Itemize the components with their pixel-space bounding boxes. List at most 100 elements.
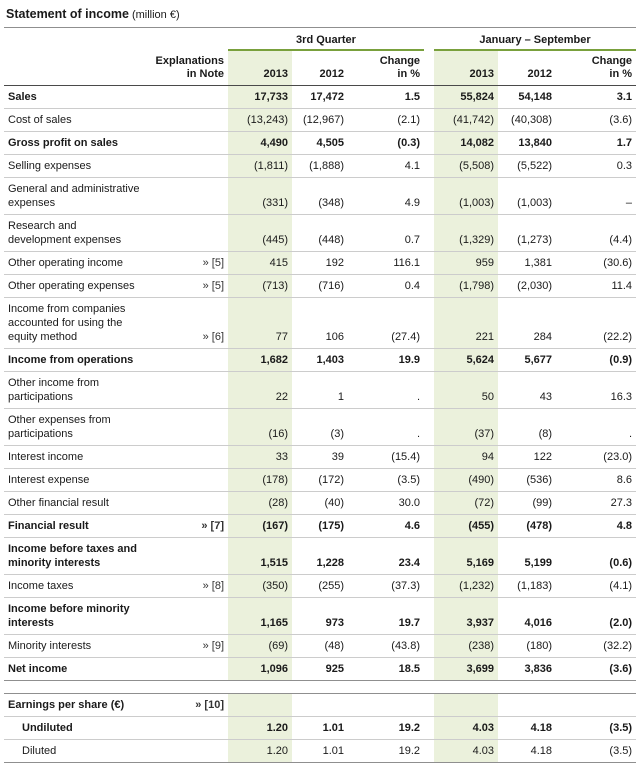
header-gap [424,50,435,86]
note-ref [152,348,228,372]
row-label: Gross profit on sales [4,131,152,155]
cell-q3-2013: 415 [228,251,292,275]
cell-q3-change: (27.4) [348,297,425,349]
cell-q3-change: (43.8) [348,634,425,658]
cell-q3-2012: (1,888) [292,154,348,178]
note-ref [152,154,228,178]
column-gap [424,634,435,658]
row-label: Other operating expenses [4,274,152,298]
column-gap [424,131,435,155]
cell-q3-2013: (1,811) [228,154,292,178]
cell-q3-2012: 1,403 [292,348,348,372]
cell-q3-2012: 4,505 [292,131,348,155]
page-title: Statement of income (million €) [6,7,636,21]
cell-ytd-2012: (1,273) [498,214,557,252]
cell-ytd-change: (23.0) [556,445,637,469]
row-label: Undiluted [4,716,152,740]
change-line-2: in % [609,68,633,80]
cell-q3-2013: (16) [228,408,292,446]
cell-q3-2013: (13,243) [228,108,292,132]
cell-q3-change: 19.7 [348,597,425,635]
row-label: Cost of sales [4,108,152,132]
cell-q3-2012: 106 [292,297,348,349]
cell-ytd-2013: 4.03 [434,716,499,740]
note-ref [152,716,228,740]
cell-q3-2012: 39 [292,445,348,469]
cell-ytd-2012: (1,183) [498,574,557,598]
table-row: Income before minority interests 1,165 973… [4,597,637,635]
cell-q3-change: 30.0 [348,491,425,515]
column-gap [424,716,435,740]
cell-ytd-2012: (5,522) [498,154,557,178]
cell-ytd-2012: 13,840 [498,131,557,155]
cell-q3-2013: 1,165 [228,597,292,635]
cell-q3-change: 18.5 [348,657,425,681]
note-ref: » [5] [152,251,228,275]
table-row: Minority interests» [9] (69) (48) (43.8) (23… [4,634,637,658]
row-label: Income from companies accounted for usin… [4,297,152,349]
explanations-line-1: Explanations [155,55,224,67]
cell-q3-2013: (28) [228,491,292,515]
cell-q3-2013: (167) [228,514,292,538]
cell-ytd-2013: (5,508) [434,154,499,178]
cell-q3-2013: 1.20 [228,739,292,763]
row-label: Diluted [4,739,152,763]
col-header-explanations: Explanations in Note [4,50,228,86]
cell-q3-2013: 1,515 [228,537,292,575]
cell-ytd-2013: (1,003) [434,177,499,215]
table-row: General and administrative expenses (331)… [4,177,637,215]
cell-ytd-change: 11.4 [556,274,637,298]
note-ref: » [7] [152,514,228,538]
cell-ytd-change: 8.6 [556,468,637,492]
section-gap-cell [4,680,637,694]
cell-q3-2013: 33 [228,445,292,469]
note-ref [152,445,228,469]
change-line-1: Change [379,55,421,67]
cell-q3-change: . [348,408,425,446]
cell-q3-2012: 1.01 [292,716,348,740]
cell-q3-2013: (713) [228,274,292,298]
cell-ytd-2012: 3,836 [498,657,557,681]
cell-ytd-2013: (37) [434,408,499,446]
row-label: Selling expenses [4,154,152,178]
cell-ytd-2013 [434,693,499,717]
column-gap [424,85,435,109]
cell-ytd-change: (4.4) [556,214,637,252]
cell-q3-change: 1.5 [348,85,425,109]
note-ref [152,85,228,109]
cell-ytd-change: – [556,177,637,215]
row-label: Interest expense [4,468,152,492]
cell-q3-change: 19.2 [348,716,425,740]
cell-ytd-2012: 284 [498,297,557,349]
table-row: Income from operations 1,682 1,403 19.9 5,62… [4,348,637,372]
cell-ytd-2012: 122 [498,445,557,469]
row-label: Financial result [4,514,152,538]
cell-q3-2012: (716) [292,274,348,298]
cell-ytd-2013: 3,699 [434,657,499,681]
cell-q3-change: (37.3) [348,574,425,598]
table-row: Diluted 1.20 1.01 19.2 4.03 4.18 (3.5) [4,739,637,763]
row-label: Other expenses from participations [4,408,152,446]
col-header-q3-2012: 2012 [292,50,348,86]
row-label: Income taxes [4,574,152,598]
cell-q3-change: 4.6 [348,514,425,538]
cell-q3-2012: (48) [292,634,348,658]
row-label: General and administrative expenses [4,177,152,215]
cell-ytd-2013: 94 [434,445,499,469]
cell-ytd-2012: (40,308) [498,108,557,132]
note-ref [152,214,228,252]
row-label: Other financial result [4,491,152,515]
table-row: Financial result» [7] (167) (175) 4.6 (455)(… [4,514,637,538]
column-gap [424,514,435,538]
group-spacer-left [4,28,228,51]
column-gap [424,739,435,763]
column-gap [424,214,435,252]
row-label: Other operating income [4,251,152,275]
cell-ytd-2012: 43 [498,371,557,409]
table-row: Sales 17,733 17,472 1.5 55,824 54,148 3.1 [4,85,637,109]
column-gap [424,693,435,717]
title-unit: (million €) [131,9,180,21]
cell-q3-2013: 22 [228,371,292,409]
column-gap [424,371,435,409]
cell-ytd-2012: (2,030) [498,274,557,298]
